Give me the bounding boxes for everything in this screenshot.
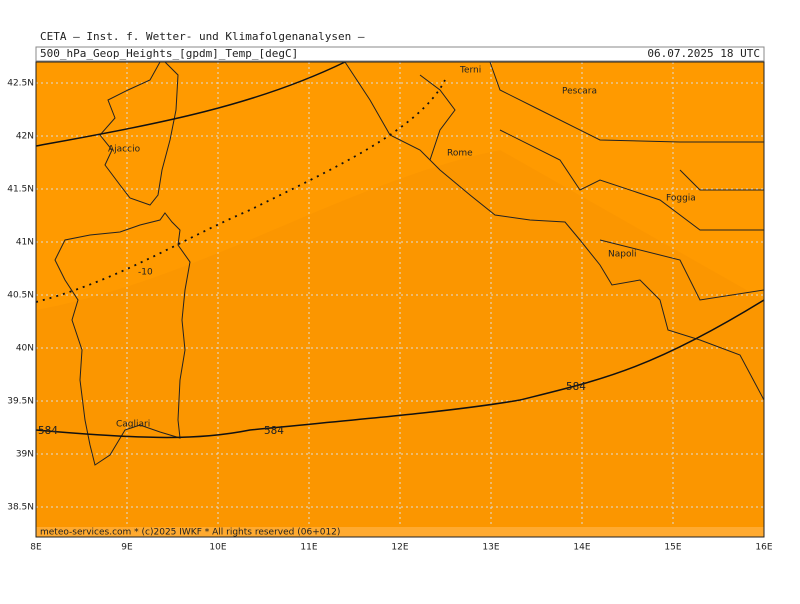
- lon-label: 8E: [30, 543, 42, 553]
- lon-label: 16E: [755, 543, 772, 553]
- lon-label: 13E: [482, 543, 499, 553]
- place-label: Foggia: [666, 194, 696, 204]
- header-date: 06.07.2025 18 UTC: [647, 47, 760, 60]
- place-label: Rome: [447, 149, 473, 159]
- contour-label: 584: [264, 424, 284, 437]
- places: Terni Pescara Ajaccio Rome Foggia Napoli Cagli…: [108, 66, 696, 430]
- lon-label: 10E: [209, 543, 226, 553]
- lat-label: 39.5N: [7, 397, 34, 407]
- place-label: Ajaccio: [108, 145, 141, 155]
- lon-label: 15E: [664, 543, 681, 553]
- lat-label: 39N: [16, 450, 34, 460]
- place-label: Terni: [459, 66, 481, 76]
- place-label: Pescara: [562, 87, 597, 97]
- lon-label: 14E: [573, 543, 590, 553]
- contours: [35, 61, 765, 439]
- footer: meteo-services.com * (c)2025 IWKF * All …: [40, 528, 340, 538]
- lat-label: 41.5N: [7, 185, 34, 195]
- contour-label: -10: [138, 268, 153, 278]
- footer-bar: [36, 527, 764, 537]
- lat-label: 40.5N: [7, 291, 34, 301]
- map-frame: [35, 61, 765, 538]
- contour-label: 584: [566, 380, 586, 393]
- header-title: CETA — Inst. f. Wetter- und Klimafolgena…: [40, 30, 365, 43]
- lon-label: 11E: [300, 543, 317, 553]
- lat-label: 42.5N: [7, 79, 34, 89]
- lon-label: 9E: [121, 543, 133, 553]
- place-label: Napoli: [608, 250, 636, 260]
- lat-label: 38.5N: [7, 503, 34, 513]
- lat-label: 40N: [16, 344, 34, 354]
- place-label: Cagliari: [116, 420, 150, 430]
- lat-label: 42N: [16, 132, 34, 142]
- lon-label: 12E: [391, 543, 408, 553]
- lat-label: 41N: [16, 238, 34, 248]
- header-bar: [35, 46, 765, 62]
- contour-label: 584: [38, 424, 58, 437]
- header-subtitle: 500_hPa_Geop_Heights_[gpdm]_Temp_[degC]: [40, 47, 298, 60]
- coastlines: [54, 61, 765, 466]
